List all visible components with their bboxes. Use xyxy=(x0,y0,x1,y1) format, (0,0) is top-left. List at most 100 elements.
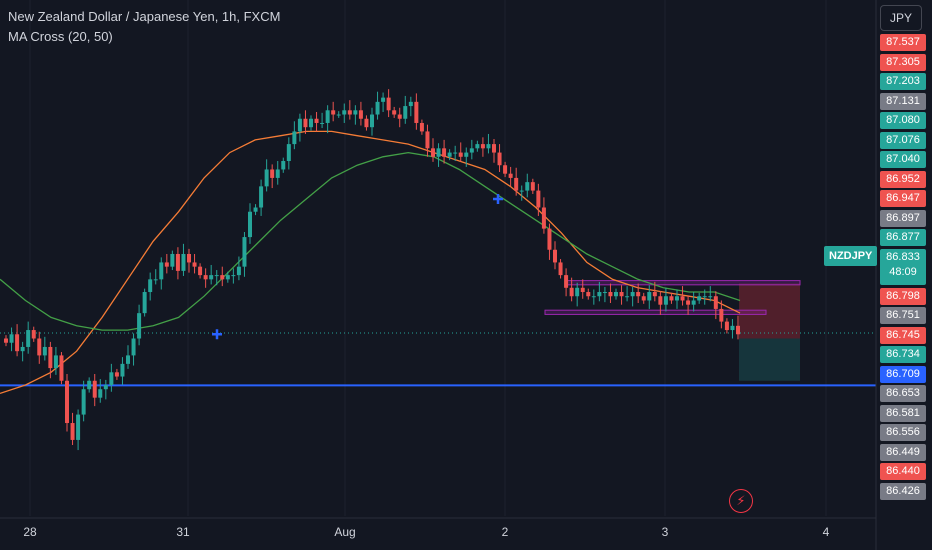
candle-body xyxy=(297,118,302,132)
price-label: 86.709 xyxy=(880,365,926,383)
candle-body xyxy=(242,237,247,267)
candle-body xyxy=(713,296,718,309)
candle-body xyxy=(480,144,485,149)
price-label: 86.745 xyxy=(880,326,926,344)
candle-body xyxy=(203,275,208,280)
date-label: 4 xyxy=(822,525,830,539)
candle-body xyxy=(187,253,191,263)
candle-body xyxy=(475,144,480,149)
candle-body xyxy=(236,266,241,276)
candle-body xyxy=(492,144,496,153)
ma-cross-marker xyxy=(493,194,503,205)
candle-body xyxy=(259,186,264,208)
candle-body xyxy=(508,173,513,178)
candle-body xyxy=(469,148,474,153)
candle-body xyxy=(553,249,557,263)
candle-body xyxy=(697,296,702,301)
lower-zone xyxy=(544,309,767,315)
ma-slow-line xyxy=(0,151,741,331)
currency-button[interactable]: JPY xyxy=(880,5,922,31)
candle-body xyxy=(453,152,458,154)
candle-body xyxy=(675,296,679,301)
candle-body xyxy=(53,355,58,369)
candle-body xyxy=(397,114,402,119)
candle-body xyxy=(314,118,319,123)
candle-body xyxy=(198,266,203,276)
candle-body xyxy=(702,296,707,298)
indicator-legend[interactable]: MA Cross (20, 50) xyxy=(8,29,113,44)
candle-body xyxy=(586,292,591,297)
candle-body xyxy=(264,169,269,187)
candle-body xyxy=(76,414,81,440)
candle-body xyxy=(663,296,668,305)
candle-body xyxy=(375,101,380,115)
candle-body xyxy=(65,380,69,424)
price-label: 86.751 xyxy=(880,307,926,324)
chart-axes xyxy=(0,0,877,550)
candle-body xyxy=(275,169,280,178)
price-label: 86.897 xyxy=(880,209,926,227)
price-label: 87.305 xyxy=(880,53,926,71)
date-label: 31 xyxy=(176,525,190,539)
candle-body xyxy=(170,253,175,267)
price-label: 86.947 xyxy=(880,190,926,207)
candle-body xyxy=(547,228,552,250)
candle-body xyxy=(103,384,108,390)
candle-body xyxy=(331,110,336,115)
candle-body xyxy=(126,355,130,364)
candle-body xyxy=(214,275,219,277)
candle-body xyxy=(519,190,524,192)
candlesticks xyxy=(4,89,740,451)
candle-body xyxy=(730,325,735,331)
candle-body xyxy=(736,325,740,335)
lightning-icon[interactable]: ⚡ xyxy=(729,489,753,513)
candle-body xyxy=(364,118,369,128)
candle-body xyxy=(408,101,413,107)
price-label: 86.449 xyxy=(880,443,926,461)
upper-zone xyxy=(564,280,801,286)
candle-body xyxy=(59,355,64,381)
price-label: 86.581 xyxy=(880,404,926,422)
candle-body xyxy=(286,144,291,162)
candle-body xyxy=(619,292,624,297)
candle-body xyxy=(658,296,663,305)
price-label: 86.440 xyxy=(880,463,926,480)
candle-body xyxy=(70,423,75,440)
price-label: 86.952 xyxy=(880,170,926,188)
price-label: 86.877 xyxy=(880,229,926,246)
position-tool[interactable] xyxy=(739,283,800,381)
candle-body xyxy=(309,118,313,128)
stop-loss-box xyxy=(739,283,800,339)
candle-body xyxy=(370,114,374,128)
candle-body xyxy=(320,122,325,124)
date-label: 3 xyxy=(661,525,669,539)
price-label: 87.080 xyxy=(880,112,926,129)
candle-body xyxy=(641,296,646,301)
candle-body xyxy=(292,131,297,145)
horizontal-level-line[interactable] xyxy=(0,332,876,387)
candle-body xyxy=(231,275,236,277)
chart-title[interactable]: New Zealand Dollar / Japanese Yen, 1h, F… xyxy=(8,9,281,24)
candle-body xyxy=(9,334,14,343)
candle-body xyxy=(148,279,153,293)
price-label: 86.556 xyxy=(880,424,926,441)
candle-body xyxy=(48,346,53,369)
candle-body xyxy=(192,262,197,267)
candle-body xyxy=(347,110,352,115)
candle-body xyxy=(486,144,491,149)
candle-body xyxy=(248,211,252,238)
price-label: 87.076 xyxy=(880,131,926,149)
candle-body xyxy=(652,292,657,297)
candle-body xyxy=(597,292,602,297)
candle-body xyxy=(358,110,363,119)
candle-body xyxy=(26,330,31,347)
price-label: 87.040 xyxy=(880,151,926,168)
candle-body xyxy=(98,389,103,398)
date-label: 28 xyxy=(23,525,37,539)
candle-body xyxy=(580,287,585,293)
candle-body xyxy=(724,321,729,331)
candle-body xyxy=(425,131,430,149)
candle-body xyxy=(342,110,347,115)
candle-body xyxy=(708,296,713,298)
